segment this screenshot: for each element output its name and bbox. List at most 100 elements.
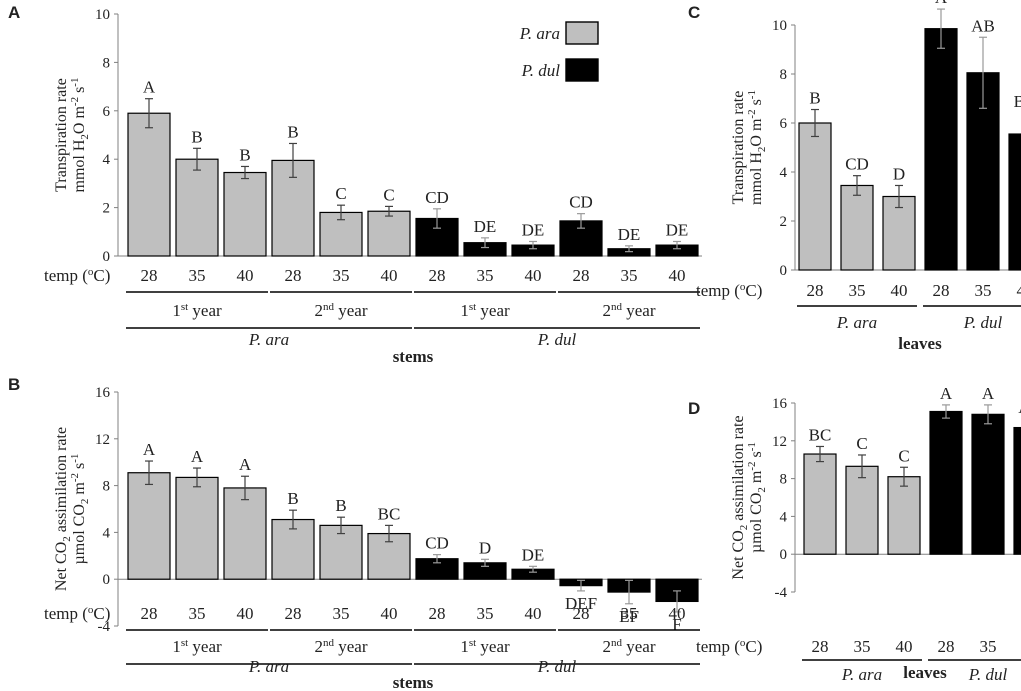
year-group-label-part: year <box>622 301 656 320</box>
y-axis-label-line1: Transpiration rate <box>730 91 747 205</box>
bar <box>840 184 874 271</box>
significance-letter: A <box>143 78 156 97</box>
tissue-label: stems <box>393 347 434 366</box>
year-group-label-part: 1 <box>460 637 469 656</box>
x-tick-label: 28 <box>285 266 302 285</box>
significance-letter: DE <box>618 225 641 244</box>
y-axis-label-line2-part: O m <box>71 106 88 135</box>
y-axis-label-line1: Net CO2 assimilation rate <box>53 427 73 591</box>
y-axis-label-line2: mmol H2O m-2 s-1 <box>69 78 91 193</box>
y-tick-label: 6 <box>780 116 788 132</box>
y-tick-label: 4 <box>103 525 111 541</box>
significance-letter: CD <box>569 193 593 212</box>
bar <box>1008 133 1021 271</box>
temp-label-part: C) <box>745 281 762 300</box>
species-group-label: P. dul <box>537 330 577 349</box>
y-axis-label-line2-part: µmol CO <box>71 504 88 564</box>
y-tick-label: 8 <box>103 55 111 71</box>
significance-letter: B <box>191 127 202 146</box>
y-axis-label-line2-part: -1 <box>746 90 758 99</box>
x-tick-label: 40 <box>381 266 398 285</box>
x-tick-label: 35 <box>975 281 992 300</box>
bar <box>175 476 219 580</box>
x-tick-label: 35 <box>333 604 350 623</box>
bar <box>319 211 363 257</box>
significance-letter: EF <box>619 607 639 626</box>
temp-label-part: temp ( <box>44 266 88 285</box>
x-tick-label: 28 <box>812 637 829 656</box>
year-group-label-part: 2 <box>602 301 611 320</box>
significance-letter: F <box>672 615 681 634</box>
year-group-label-part: year <box>334 301 368 320</box>
x-tick-label: 40 <box>896 637 913 656</box>
y-tick-label: 10 <box>95 7 110 23</box>
y-tick-label: 16 <box>95 385 111 401</box>
temp-label: temp (oC) <box>696 637 762 656</box>
legend-label-p-dul: P. dul <box>521 61 561 80</box>
y-axis-label-line1-part: 2 <box>738 525 750 531</box>
year-group-label-part: 2 <box>602 637 611 656</box>
y-tick-label: 0 <box>103 249 111 265</box>
y-axis-label-line1-part: Net CO <box>53 542 70 591</box>
year-group-label-part: 2 <box>314 637 323 656</box>
y-axis-label-line2-part: 2 <box>79 134 91 140</box>
legend-swatch-p-ara <box>565 21 599 45</box>
significance-letter: C <box>856 434 867 453</box>
temp-label: temp (oC) <box>44 266 110 285</box>
significance-letter: B <box>239 145 250 164</box>
significance-letter: A <box>239 455 252 474</box>
x-tick-label: 40 <box>891 281 908 300</box>
y-axis-label-line2-part: mmol H <box>748 152 765 205</box>
y-tick-label: 16 <box>772 396 788 412</box>
y-axis-label-line1-part: assimilation rate <box>53 427 70 536</box>
y-axis-label-line2-part: s <box>71 463 88 473</box>
y-axis-label-line2-part: s <box>748 451 765 461</box>
y-axis-label-line2-part: -2 <box>69 97 81 106</box>
bar <box>127 472 171 580</box>
panel-letter: D <box>688 399 700 418</box>
species-group-label: P. ara <box>248 657 289 676</box>
temp-label-part: temp ( <box>696 637 740 656</box>
significance-letter: D <box>479 538 491 557</box>
significance-letter: A <box>982 384 995 403</box>
x-tick-label: 35 <box>189 266 206 285</box>
bar <box>319 524 363 580</box>
y-axis-label-line1-part: assimilation rate <box>730 415 747 524</box>
year-group-label-part: 1 <box>460 301 469 320</box>
year-group-label-part: st <box>469 637 476 649</box>
year-group-label-part: nd <box>611 301 623 313</box>
year-group-label: 2nd year <box>602 301 655 320</box>
legend-label-p-ara: P. ara <box>519 24 560 43</box>
year-group-label-part: 1 <box>172 301 181 320</box>
significance-letter: DEF <box>565 594 597 613</box>
x-tick-label: 28 <box>938 637 955 656</box>
year-group-label-part: 1 <box>172 637 181 656</box>
tissue-label: stems <box>393 673 434 691</box>
year-group-label-part: nd <box>611 637 623 649</box>
species-group-label: P. dul <box>963 313 1003 332</box>
temp-label-degree: o <box>740 281 746 293</box>
significance-letter: DE <box>474 217 497 236</box>
year-group-label-part: st <box>181 637 188 649</box>
y-tick-label: 0 <box>780 547 788 563</box>
y-axis-label-line2-part: s <box>748 99 765 109</box>
legend: P. ara P. dul <box>519 21 599 82</box>
bar <box>971 413 1005 555</box>
y-axis-label-line2: µmol CO2 m-2 s-1 <box>69 454 91 565</box>
x-tick-label: 40 <box>669 604 686 623</box>
bar <box>223 487 267 580</box>
temp-label-part: C) <box>93 266 110 285</box>
bar <box>929 410 963 555</box>
significance-letter: C <box>335 184 346 203</box>
y-tick-label: 6 <box>103 104 111 120</box>
species-group-label: P. dul <box>968 665 1008 684</box>
x-tick-label: 35 <box>333 266 350 285</box>
y-axis-label-line2: mmol H2O m-2 s-1 <box>746 90 768 205</box>
x-tick-label: 35 <box>477 604 494 623</box>
temp-label-degree: o <box>88 604 94 616</box>
significance-letter: AB <box>1018 398 1021 417</box>
temp-label-degree: o <box>740 637 746 649</box>
year-group-label-part: 2 <box>314 301 323 320</box>
y-axis-label-line1-part: 2 <box>61 536 73 542</box>
